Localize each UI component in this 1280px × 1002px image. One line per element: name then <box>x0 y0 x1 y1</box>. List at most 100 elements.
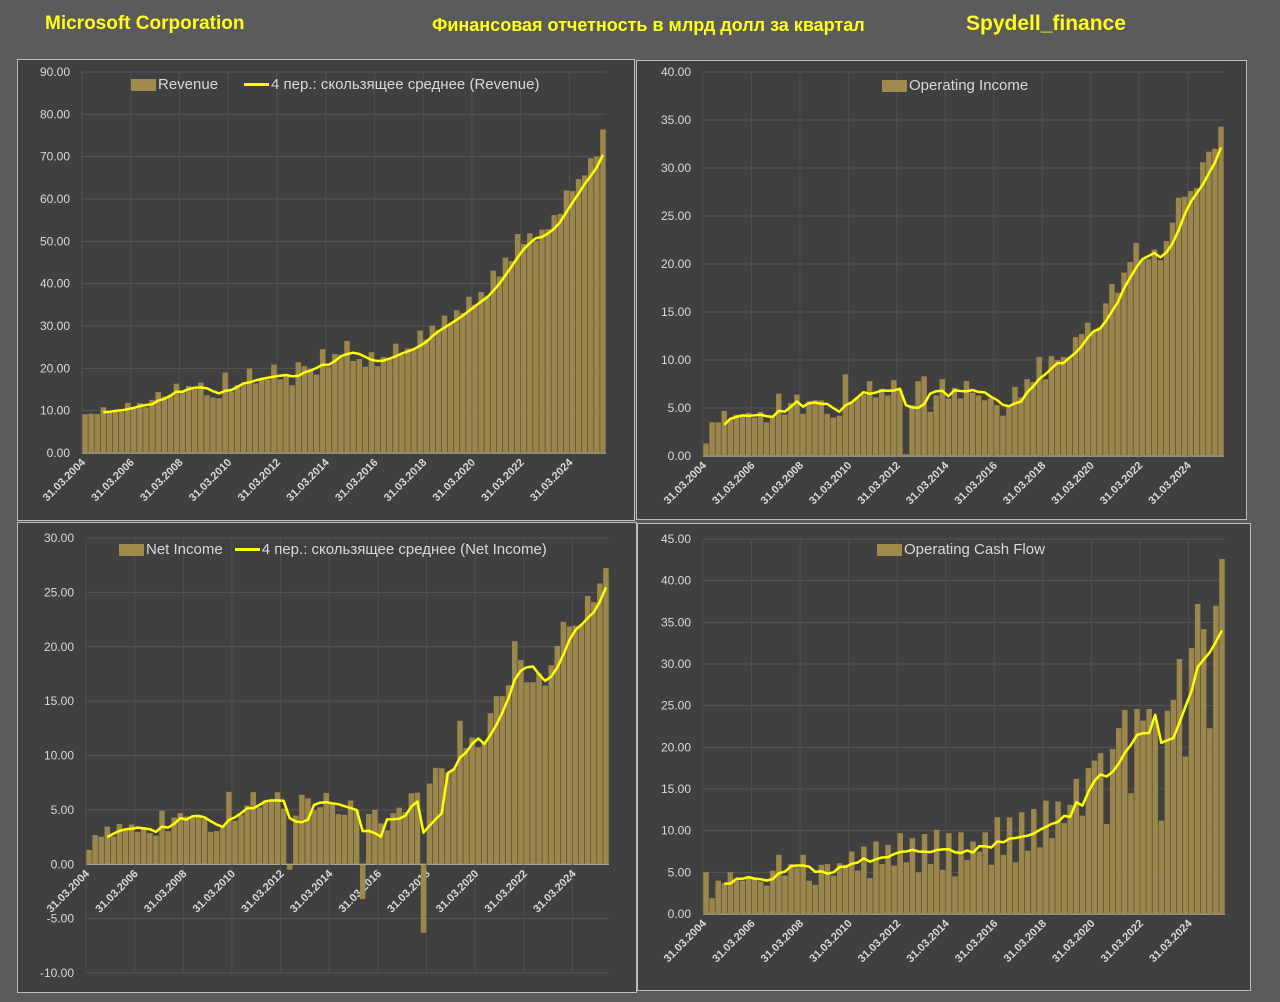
bar <box>441 315 448 453</box>
bar <box>1169 222 1176 456</box>
bar <box>597 583 603 865</box>
bar <box>739 416 746 456</box>
bar <box>775 393 782 456</box>
bar <box>770 870 776 914</box>
bar <box>533 240 539 453</box>
bar <box>305 798 311 865</box>
bar <box>745 876 752 914</box>
x-tick-label: 31.03.2012 <box>239 868 286 915</box>
bar <box>1079 815 1086 914</box>
bar <box>372 809 378 865</box>
bar <box>769 415 776 456</box>
y-tick-label: 50.00 <box>40 234 70 248</box>
bar <box>457 720 463 865</box>
x-tick-label: 31.03.2020 <box>434 868 481 915</box>
bar <box>86 849 92 865</box>
bar <box>727 872 734 914</box>
bar <box>527 233 533 453</box>
bar <box>161 396 168 453</box>
bar <box>572 625 579 865</box>
bar <box>112 409 119 453</box>
bar <box>341 814 348 865</box>
bar <box>1078 334 1085 456</box>
y-tick-label: 10.00 <box>40 404 70 418</box>
company-title: Microsoft Corporation <box>45 13 245 34</box>
bar <box>1175 197 1182 456</box>
y-tick-label: 5.00 <box>668 401 692 415</box>
x-tick-label: 31.03.2024 <box>1147 917 1195 965</box>
bar <box>591 602 597 865</box>
x-tick-label: 31.03.2014 <box>904 459 952 507</box>
moving-average-line <box>723 146 1223 426</box>
bar <box>505 685 512 865</box>
x-tick-label: 31.03.2008 <box>142 868 189 915</box>
bar <box>499 696 506 865</box>
bar <box>1176 659 1183 914</box>
bar <box>866 381 873 456</box>
bar <box>994 405 1000 456</box>
y-tick-label: 5.00 <box>668 865 692 879</box>
bar <box>399 354 405 453</box>
bar <box>588 158 594 453</box>
bar <box>1151 249 1158 456</box>
bar <box>594 156 600 453</box>
bar <box>560 621 567 865</box>
bar <box>469 737 475 865</box>
bar <box>757 881 764 914</box>
bar <box>751 878 758 914</box>
bar <box>897 390 903 456</box>
bar <box>475 747 481 865</box>
y-tick-label: 15.00 <box>661 782 691 796</box>
bar <box>860 394 867 456</box>
bar <box>88 413 94 453</box>
bar <box>1213 605 1219 914</box>
bar <box>806 401 812 456</box>
bar <box>897 833 904 914</box>
bar <box>280 808 287 865</box>
bar <box>921 376 927 456</box>
bar <box>733 879 740 914</box>
bar <box>238 815 244 865</box>
bar <box>453 310 460 453</box>
bar <box>159 810 165 865</box>
x-tick-label: 31.03.2024 <box>1146 459 1194 507</box>
bar <box>903 454 909 456</box>
bar <box>1018 812 1025 914</box>
bar <box>1133 242 1139 456</box>
report-subtitle: Финансовая отчетность в млрд долл за ква… <box>432 15 865 35</box>
bar <box>1043 800 1049 914</box>
bar <box>958 832 964 914</box>
bar <box>945 398 952 456</box>
bar <box>915 381 921 456</box>
y-tick-label: 0.00 <box>47 446 71 460</box>
bar <box>311 810 317 865</box>
bar <box>326 366 332 453</box>
bar <box>1103 303 1109 456</box>
bar <box>1066 357 1073 456</box>
bar <box>1024 850 1031 914</box>
bar <box>153 835 159 865</box>
y-tick-label: 20.00 <box>661 257 691 271</box>
bar <box>384 830 390 865</box>
bar <box>353 809 360 865</box>
bar <box>788 403 794 456</box>
x-tick-label: 31.03.2010 <box>807 460 854 507</box>
bar <box>830 875 837 914</box>
bar <box>584 595 591 865</box>
bar <box>447 323 454 453</box>
bar <box>981 400 988 456</box>
bar <box>1207 728 1213 914</box>
bar <box>234 385 241 453</box>
bar <box>347 800 354 865</box>
bar <box>763 885 770 914</box>
bar <box>299 794 305 865</box>
bar <box>600 129 606 454</box>
bar <box>861 846 867 914</box>
x-tick-label: 31.03.2008 <box>138 457 185 504</box>
bar <box>1146 709 1152 914</box>
bar <box>173 383 180 453</box>
bar <box>1164 710 1171 914</box>
bar <box>141 827 147 865</box>
bar <box>1012 862 1019 914</box>
y-tick-label: 0.00 <box>668 907 692 921</box>
